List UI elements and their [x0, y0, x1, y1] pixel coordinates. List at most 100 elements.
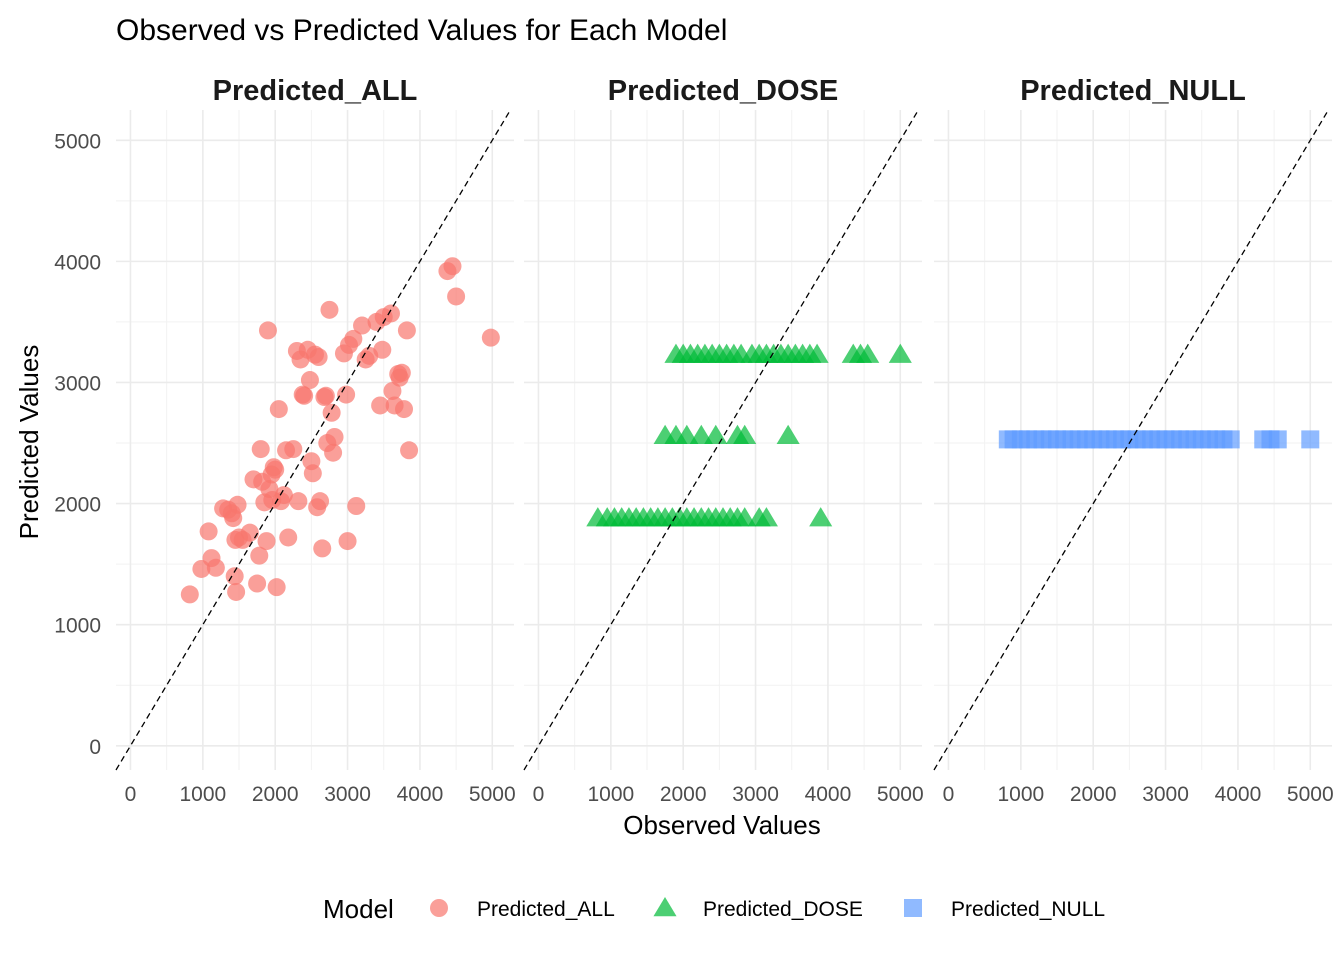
data-point	[227, 582, 246, 601]
data-point	[289, 492, 308, 511]
x-tick-label: 5000	[877, 783, 924, 806]
data-point	[888, 343, 912, 363]
x-tick-label: 3000	[732, 783, 779, 806]
data-point	[199, 522, 218, 541]
x-tick-label: 4000	[805, 783, 852, 806]
data-point	[400, 441, 419, 460]
x-tick-label: 2000	[252, 783, 299, 806]
data-point	[373, 340, 392, 359]
y-axis-title: Predicted Values	[14, 345, 44, 540]
x-tick-label: 2000	[1070, 783, 1117, 806]
data-point	[279, 528, 298, 547]
legend-label: Predicted_ALL	[477, 898, 615, 921]
data-point	[809, 507, 833, 527]
data-point	[1268, 430, 1287, 449]
data-point	[754, 507, 778, 527]
data-point	[250, 546, 269, 565]
panel-predicted-null: Predicted_NULL 0 1000 2000 3000 4000 5000	[933, 75, 1334, 806]
data-point	[689, 424, 713, 445]
y-tick-label: 1000	[54, 615, 101, 638]
data-points	[998, 430, 1320, 449]
x-axis-title: Observed Values	[623, 810, 821, 840]
data-points	[180, 257, 500, 604]
legend-entry: Predicted_ALL	[430, 898, 615, 921]
legend-label: Predicted_NULL	[951, 898, 1105, 921]
legend-key-triangle	[653, 897, 677, 917]
reference-line	[523, 109, 919, 771]
reference-line	[115, 109, 511, 771]
data-point	[284, 440, 303, 459]
data-point	[248, 574, 267, 593]
panel-strip-title: Predicted_NULL	[1020, 75, 1246, 107]
legend-entry: Predicted_NULL	[904, 898, 1105, 921]
data-point	[240, 523, 259, 542]
data-point	[267, 578, 286, 597]
data-point	[776, 424, 800, 445]
x-tick-label: 5000	[1287, 783, 1334, 806]
panel-strip-title: Predicted_ALL	[213, 75, 418, 107]
data-point	[269, 400, 288, 419]
legend-entry: Predicted_DOSE	[653, 897, 863, 921]
y-tick-label: 0	[89, 736, 101, 759]
data-point	[397, 321, 416, 340]
data-point	[805, 343, 829, 363]
data-point	[392, 363, 411, 382]
x-tick-label: 5000	[469, 783, 516, 806]
data-point	[316, 386, 335, 405]
x-tick-label: 3000	[324, 783, 371, 806]
data-point	[353, 316, 372, 335]
data-point	[180, 585, 199, 604]
panel-predicted-all: Predicted_ALL 0 1000 2000 3000 4000 5000	[115, 75, 516, 806]
y-tick-label: 4000	[54, 251, 101, 274]
data-point	[337, 385, 356, 404]
data-point	[325, 427, 344, 446]
data-point	[1301, 430, 1320, 449]
data-point	[1221, 430, 1240, 449]
data-point	[225, 567, 244, 586]
data-point	[733, 424, 757, 445]
data-point	[295, 386, 314, 405]
legend-key-circle	[430, 899, 448, 917]
data-point	[383, 381, 402, 400]
x-tick-label: 1000	[997, 783, 1044, 806]
data-point	[251, 440, 270, 459]
x-tick-label: 0	[943, 783, 955, 806]
data-point	[856, 343, 880, 363]
x-tick-label: 1000	[179, 783, 226, 806]
data-point	[258, 321, 277, 340]
data-point	[206, 558, 225, 577]
y-axis-ticks: 0 1000 2000 3000 4000 5000	[54, 130, 101, 759]
legend-title: Model	[323, 894, 394, 924]
data-point	[309, 348, 328, 367]
data-point	[313, 539, 332, 558]
data-point	[274, 486, 293, 505]
data-point	[347, 497, 366, 515]
data-point	[257, 532, 276, 551]
data-point	[381, 304, 400, 323]
x-tick-label: 4000	[1215, 783, 1262, 806]
x-tick-label: 0	[533, 783, 545, 806]
data-point	[311, 492, 330, 511]
data-point	[324, 443, 343, 462]
x-tick-label: 2000	[660, 783, 707, 806]
panel-strip-title: Predicted_DOSE	[608, 75, 838, 107]
y-tick-label: 5000	[54, 130, 101, 153]
chart-title: Observed vs Predicted Values for Each Mo…	[116, 14, 727, 47]
data-point	[447, 287, 466, 306]
legend: Model Predicted_ALL Predicted_DOSE Predict…	[323, 894, 1105, 924]
x-tick-label: 4000	[397, 783, 444, 806]
data-point	[371, 396, 390, 415]
data-point	[300, 371, 319, 390]
reference-line	[933, 109, 1329, 771]
data-point	[733, 507, 757, 527]
y-tick-label: 2000	[54, 494, 101, 517]
legend-label: Predicted_DOSE	[703, 898, 863, 921]
x-tick-label: 0	[125, 783, 137, 806]
data-point	[344, 329, 363, 348]
x-tick-label: 1000	[587, 783, 634, 806]
legend-key-square	[904, 899, 922, 917]
data-point	[395, 400, 414, 419]
x-tick-label: 3000	[1142, 783, 1189, 806]
